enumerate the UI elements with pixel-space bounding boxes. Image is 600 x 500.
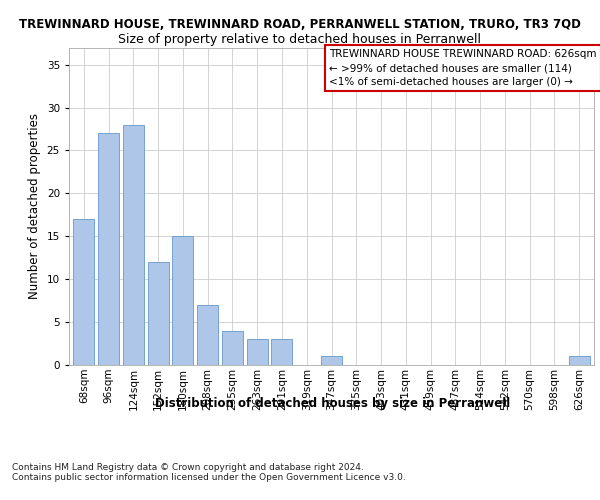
Text: TREWINNARD HOUSE, TREWINNARD ROAD, PERRANWELL STATION, TRURO, TR3 7QD: TREWINNARD HOUSE, TREWINNARD ROAD, PERRA… (19, 18, 581, 30)
Bar (172, 236, 193, 365)
Text: Distribution of detached houses by size in Perranwell: Distribution of detached houses by size … (155, 398, 511, 410)
Text: TREWINNARD HOUSE TREWINNARD ROAD: 626sqm
← >99% of detached houses are smaller (: TREWINNARD HOUSE TREWINNARD ROAD: 626sqm… (329, 49, 596, 87)
Bar (148, 262, 169, 365)
Bar (271, 340, 292, 365)
Bar (247, 340, 268, 365)
Bar (123, 124, 144, 365)
Bar (569, 356, 590, 365)
Bar (222, 330, 243, 365)
Bar (73, 219, 94, 365)
Text: Contains HM Land Registry data © Crown copyright and database right 2024.
Contai: Contains HM Land Registry data © Crown c… (12, 462, 406, 482)
Bar (197, 305, 218, 365)
Bar (321, 356, 342, 365)
Y-axis label: Number of detached properties: Number of detached properties (28, 114, 41, 299)
Text: Size of property relative to detached houses in Perranwell: Size of property relative to detached ho… (119, 32, 482, 46)
Bar (98, 134, 119, 365)
